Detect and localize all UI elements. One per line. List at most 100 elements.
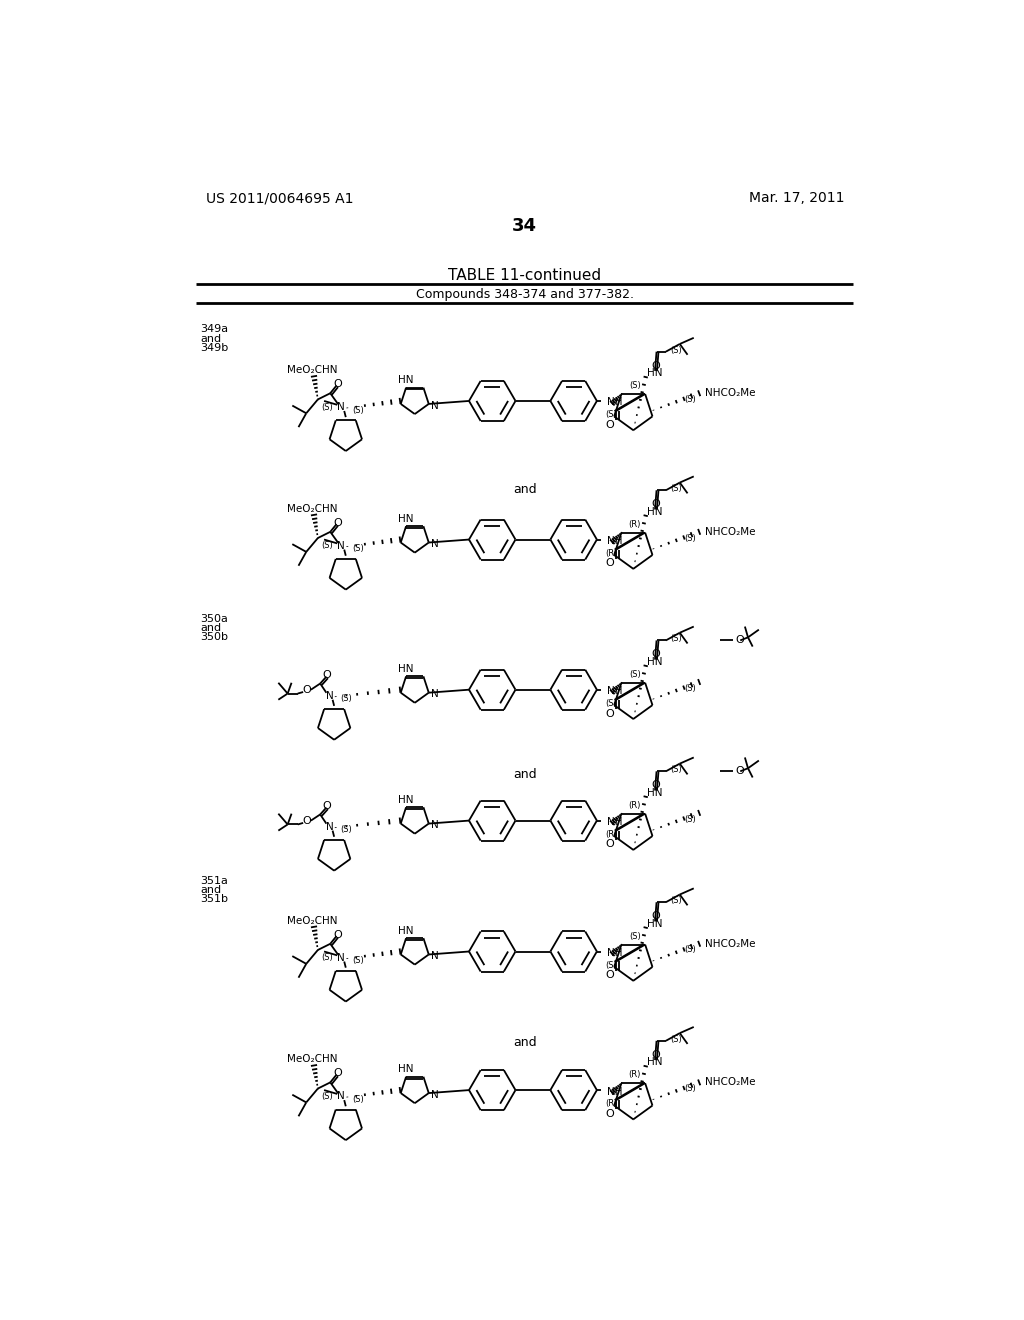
Text: NHCO₂Me: NHCO₂Me — [706, 388, 756, 399]
Text: N: N — [337, 1092, 345, 1101]
Text: and: and — [200, 623, 221, 634]
Text: HN: HN — [397, 1064, 414, 1074]
Text: (S): (S) — [671, 896, 682, 906]
Text: NHCO₂Me: NHCO₂Me — [706, 939, 756, 949]
Text: O: O — [651, 649, 660, 659]
Text: (S): (S) — [352, 1094, 364, 1104]
Text: (S): (S) — [321, 953, 333, 962]
Text: HN: HN — [647, 657, 663, 667]
Text: HN: HN — [647, 368, 663, 379]
Text: HN: HN — [397, 375, 414, 385]
Text: (S): (S) — [352, 544, 364, 553]
Text: O: O — [334, 1068, 342, 1078]
Text: (S): (S) — [321, 403, 333, 412]
Text: NHCO₂Me: NHCO₂Me — [706, 527, 756, 537]
Text: NH: NH — [607, 948, 623, 958]
Text: (S): (S) — [606, 961, 617, 970]
Text: N: N — [337, 403, 345, 412]
Text: MeO₂CHN: MeO₂CHN — [287, 916, 338, 925]
Text: O: O — [651, 1049, 660, 1060]
Text: (S): (S) — [352, 956, 364, 965]
Text: HN: HN — [397, 795, 414, 805]
Text: (S): (S) — [684, 395, 695, 404]
Text: O: O — [334, 379, 342, 389]
Text: (R): (R) — [605, 830, 617, 840]
Text: (S): (S) — [606, 700, 617, 708]
Text: and: and — [200, 884, 221, 895]
Text: (S): (S) — [340, 694, 352, 704]
Text: N: N — [431, 400, 438, 411]
Text: NH: NH — [607, 817, 623, 828]
Text: NH: NH — [607, 1086, 623, 1097]
Text: MeO₂CHN: MeO₂CHN — [287, 366, 338, 375]
Text: N: N — [431, 952, 438, 961]
Text: and: and — [513, 768, 537, 781]
Text: and: and — [513, 1036, 537, 1049]
Text: N: N — [337, 541, 345, 550]
Text: (S): (S) — [629, 381, 641, 389]
Text: Compounds 348-374 and 377-382.: Compounds 348-374 and 377-382. — [416, 288, 634, 301]
Text: N: N — [326, 822, 334, 832]
Text: O: O — [651, 780, 660, 791]
Text: (S): (S) — [671, 635, 682, 643]
Text: (R): (R) — [629, 1071, 641, 1080]
Text: O: O — [605, 558, 614, 569]
Text: NH: NH — [607, 686, 623, 696]
Text: O: O — [303, 685, 311, 694]
Text: O: O — [334, 929, 342, 940]
Text: NHCO₂Me: NHCO₂Me — [706, 1077, 756, 1088]
Text: O: O — [651, 499, 660, 510]
Text: O: O — [735, 635, 744, 645]
Text: HN: HN — [647, 1057, 663, 1068]
Text: O: O — [323, 801, 332, 810]
Text: O: O — [605, 709, 614, 718]
Text: (S): (S) — [671, 484, 682, 494]
Text: (R): (R) — [629, 801, 641, 809]
Text: (S): (S) — [352, 405, 364, 414]
Text: 350a: 350a — [200, 614, 228, 624]
Text: (S): (S) — [684, 945, 695, 954]
Text: NH: NH — [607, 536, 623, 546]
Text: (S): (S) — [606, 411, 617, 420]
Text: (S): (S) — [629, 932, 641, 941]
Text: (S): (S) — [684, 684, 695, 693]
Text: and: and — [200, 334, 221, 343]
Text: N: N — [326, 690, 334, 701]
Text: (S): (S) — [671, 766, 682, 775]
Text: N: N — [431, 539, 438, 549]
Text: Mar. 17, 2011: Mar. 17, 2011 — [749, 191, 844, 206]
Text: (S): (S) — [684, 814, 695, 824]
Text: O: O — [651, 360, 660, 371]
Text: 350b: 350b — [200, 632, 228, 643]
Text: O: O — [323, 671, 332, 680]
Text: N: N — [431, 689, 438, 700]
Text: MeO₂CHN: MeO₂CHN — [287, 1055, 338, 1064]
Text: (S): (S) — [684, 533, 695, 543]
Text: HN: HN — [647, 919, 663, 929]
Text: HN: HN — [647, 507, 663, 517]
Text: O: O — [334, 517, 342, 528]
Text: (S): (S) — [340, 825, 352, 834]
Text: HN: HN — [647, 788, 663, 797]
Text: O: O — [605, 420, 614, 430]
Text: (S): (S) — [321, 541, 333, 550]
Text: (S): (S) — [684, 1084, 695, 1093]
Text: (R): (R) — [605, 549, 617, 558]
Text: N: N — [431, 1090, 438, 1100]
Text: N: N — [431, 820, 438, 830]
Text: (S): (S) — [671, 346, 682, 355]
Text: MeO₂CHN: MeO₂CHN — [287, 504, 338, 513]
Text: and: and — [513, 483, 537, 496]
Text: 34: 34 — [512, 218, 538, 235]
Text: 351b: 351b — [200, 894, 228, 904]
Text: HN: HN — [397, 513, 414, 524]
Text: O: O — [735, 767, 744, 776]
Text: HN: HN — [397, 925, 414, 936]
Text: O: O — [303, 816, 311, 825]
Text: (R): (R) — [629, 520, 641, 528]
Text: TABLE 11-continued: TABLE 11-continued — [449, 268, 601, 282]
Text: 349a: 349a — [200, 325, 228, 334]
Text: (S): (S) — [321, 1092, 333, 1101]
Text: O: O — [605, 970, 614, 981]
Text: (S): (S) — [629, 669, 641, 678]
